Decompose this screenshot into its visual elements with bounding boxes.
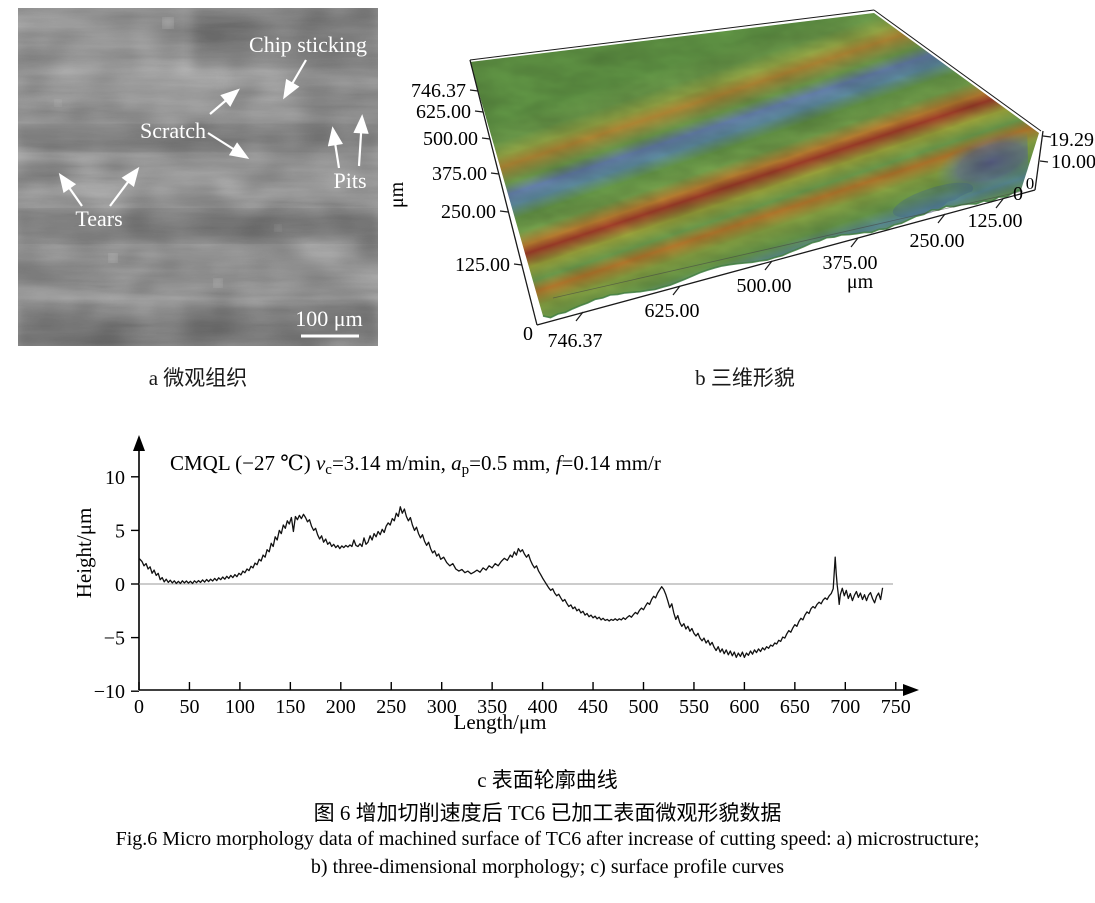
chip-sticking-arrow bbox=[283, 59, 307, 100]
x-tick-label: 500 bbox=[629, 696, 659, 718]
box-axes bbox=[469, 9, 1044, 326]
x-tick-label: 0 bbox=[134, 696, 144, 718]
scratch-label: Scratch bbox=[140, 118, 206, 143]
x-tick-label: 50 bbox=[179, 696, 199, 718]
x3d-tick-label: 375.00 bbox=[823, 252, 878, 274]
x-tick-label: 600 bbox=[729, 696, 759, 718]
box-top-left-edge bbox=[469, 9, 875, 61]
x-tick-label: 200 bbox=[326, 696, 356, 718]
y-tick-label: 10 bbox=[105, 467, 125, 489]
x-tick-label: 650 bbox=[780, 696, 810, 718]
chip-sticking-label: Chip sticking bbox=[249, 32, 367, 57]
x-tick-label: 300 bbox=[427, 696, 457, 718]
panel-b-caption: b 三维形貌 bbox=[695, 366, 795, 390]
y3d-tick bbox=[490, 172, 500, 175]
tears-arrow-left bbox=[58, 172, 83, 207]
x-tick-label: 150 bbox=[275, 696, 305, 718]
panel-a-caption: a 微观组织 bbox=[148, 366, 248, 390]
x-axis-line-3d bbox=[536, 189, 1036, 326]
x3d-tick bbox=[850, 237, 859, 248]
y3d-tick bbox=[474, 110, 484, 113]
tick-marks-3d bbox=[469, 89, 1052, 322]
pits-arrow-left bbox=[327, 126, 344, 169]
z3d-tick-label: 10.00 bbox=[1051, 151, 1095, 173]
y3d-tick-label: 375.00 bbox=[432, 163, 487, 185]
x3d-tick-label: 746.37 bbox=[548, 330, 603, 352]
y-tick-label: 0 bbox=[115, 574, 125, 596]
y3d-tick bbox=[481, 137, 491, 140]
tears-label: Tears bbox=[75, 206, 122, 231]
y3d-tick bbox=[469, 89, 479, 92]
z-axis-line-3d bbox=[1034, 130, 1044, 191]
y3d-tick-label: 0 bbox=[523, 323, 533, 345]
z3d-tick-label: 0 bbox=[1026, 174, 1035, 193]
panel-a-micrograph: Chip sticking Scratch Pits Tears 100 μm bbox=[18, 8, 378, 346]
box-inner-edge bbox=[552, 190, 1024, 299]
y-tick-label: 5 bbox=[115, 520, 125, 542]
x-tick-label: 250 bbox=[376, 696, 406, 718]
figure-caption-en-line2: b) three-dimensional morphology; c) surf… bbox=[310, 856, 785, 878]
y3d-tick bbox=[513, 263, 523, 266]
y3d-tick-label: 500.00 bbox=[423, 128, 478, 150]
x3d-tick bbox=[672, 285, 681, 296]
surface-front-fuzz-edge bbox=[542, 189, 1022, 319]
figure-caption-en-line1: Fig.6 Micro morphology data of machined … bbox=[115, 828, 980, 850]
x-tick-label: 100 bbox=[225, 696, 255, 718]
y3d-tick-label: 125.00 bbox=[455, 254, 510, 276]
y-axis-arrow bbox=[133, 435, 145, 451]
y-axis-unit-label: μm bbox=[393, 181, 408, 208]
y3d-tick bbox=[499, 210, 509, 213]
x-tick-label: 400 bbox=[528, 696, 558, 718]
scratch-arrow-up bbox=[209, 88, 240, 115]
profile-ylabel: Height/μm bbox=[72, 508, 96, 599]
box-top-right-edge bbox=[873, 9, 1042, 132]
sem-annotations: Chip sticking Scratch Pits Tears 100 μm bbox=[58, 32, 369, 338]
y-tick-label: −5 bbox=[104, 628, 125, 650]
panel-c-profile-plot: 0 50 100 150 200 250 300 350 400 450 500 550 600 650 7… bbox=[72, 435, 919, 734]
x3d-tick-label: 625.00 bbox=[645, 300, 700, 322]
pits-arrow-right bbox=[353, 114, 369, 167]
sem-bands bbox=[18, 8, 378, 346]
x-axis-arrow bbox=[903, 684, 919, 696]
figure-caption-zh: 图 6 增加切削速度后 TC6 已加工表面微观形貌数据 bbox=[313, 801, 782, 825]
z3d-tick bbox=[1039, 160, 1049, 163]
x-tick-label: 750 bbox=[881, 696, 911, 718]
profile-title: CMQL (−27 ℃) vc=3.14 m/min, ap=0.5 mm, f… bbox=[170, 451, 661, 478]
x3d-tick-label: 500.00 bbox=[737, 275, 792, 297]
profile-tick-labels: 0 50 100 150 200 250 300 350 400 450 500 550 600 650 7… bbox=[94, 467, 911, 718]
x-tick-label: 700 bbox=[830, 696, 860, 718]
x3d-tick-label: 125.00 bbox=[968, 210, 1023, 232]
scale-bar-label: 100 μm bbox=[295, 306, 362, 331]
tears-arrow-right bbox=[109, 166, 140, 207]
x-tick-label: 550 bbox=[679, 696, 709, 718]
pits-label: Pits bbox=[333, 168, 366, 193]
surface-grain-texture bbox=[470, 13, 1039, 318]
x-tick-label: 450 bbox=[578, 696, 608, 718]
x-axis-unit-label: μm bbox=[847, 271, 874, 293]
x-tick-label: 350 bbox=[477, 696, 507, 718]
x3d-tick bbox=[764, 260, 773, 271]
x3d-tick-label: 0 bbox=[1013, 183, 1023, 205]
scratch-arrow-down bbox=[207, 132, 250, 160]
profile-xlabel: Length/μm bbox=[454, 710, 547, 734]
y3d-tick-label: 625.00 bbox=[416, 101, 471, 123]
x3d-tick bbox=[937, 213, 946, 224]
x3d-tick-label: 250.00 bbox=[910, 230, 965, 252]
y-axis-line-3d bbox=[469, 59, 538, 326]
panel-c-caption: c 表面轮廓曲线 bbox=[477, 768, 618, 792]
y3d-tick-label: 746.37 bbox=[411, 80, 466, 102]
x3d-tick bbox=[995, 198, 1004, 209]
x3d-tick bbox=[575, 311, 584, 322]
y3d-tick-label: 250.00 bbox=[441, 201, 496, 223]
z3d-tick bbox=[1042, 135, 1052, 138]
y-tick-label: −10 bbox=[94, 681, 125, 703]
z3d-tick-label: 19.29 bbox=[1049, 129, 1094, 151]
profile-tick-marks bbox=[131, 476, 897, 692]
profile-curve bbox=[138, 506, 884, 659]
